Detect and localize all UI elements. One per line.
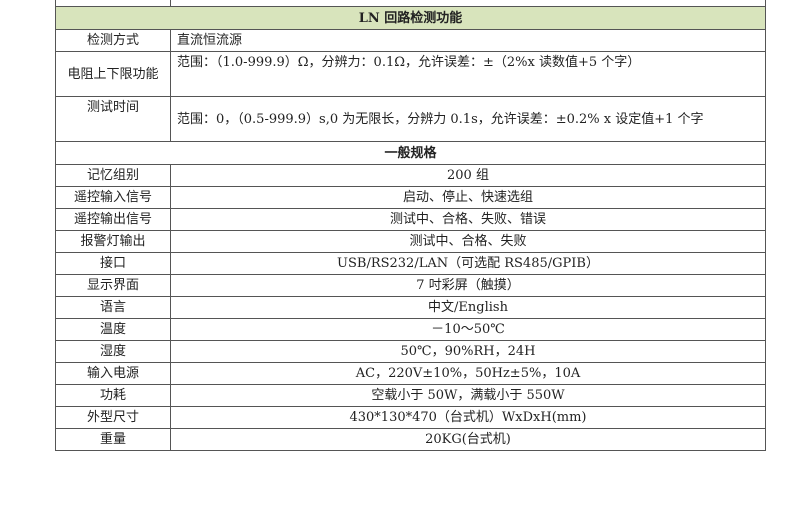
row-value: 测试中、合格、失败 (170, 230, 766, 253)
row-label: 温度 (55, 318, 171, 341)
row-label: 显示界面 (55, 274, 171, 297)
table-row: 电阻上下限功能 范围：（1.0-999.9）Ω，分辨力：0.1Ω，允许误差：±（2… (55, 51, 766, 97)
ln-section-title: LN 回路检测功能 (55, 6, 766, 30)
table-row: 重量 20KG(台式机) (55, 428, 766, 451)
table-row: 记忆组别 200 组 (55, 164, 766, 187)
table-row: 功耗 空载小于 50W，满载小于 550W (55, 384, 766, 407)
row-value: AC，220V±10%，50Hz±5%，10A (170, 362, 766, 385)
row-label: 重量 (55, 428, 171, 451)
row-value: 中文/English (170, 296, 766, 319)
row-label: 外型尺寸 (55, 406, 171, 429)
row-value: 范围：0，（0.5-999.9）s,0 为无限长，分辨力 0.1s，允许误差：±… (170, 96, 766, 142)
section-header-row: LN 回路检测功能 (55, 6, 766, 30)
row-label: 遥控输入信号 (55, 186, 171, 209)
row-value: 启动、停止、快速选组 (170, 186, 766, 209)
table-row: 遥控输出信号 测试中、合格、失败、错误 (55, 208, 766, 231)
row-label: 语言 (55, 296, 171, 319)
row-value: 430*130*470（台式机）WxDxH(mm) (170, 406, 766, 429)
section-header-row: 一般规格 (55, 141, 766, 165)
row-label: 记忆组别 (55, 164, 171, 187)
row-label: 输入电源 (55, 362, 171, 385)
table-row: 输入电源 AC，220V±10%，50Hz±5%，10A (55, 362, 766, 385)
row-value: 200 组 (170, 164, 766, 187)
row-value: 测试中、合格、失败、错误 (170, 208, 766, 231)
row-label: 检测方式 (55, 29, 171, 52)
table-row: 语言 中文/English (55, 296, 766, 319)
table-row: 外型尺寸 430*130*470（台式机）WxDxH(mm) (55, 406, 766, 429)
spec-table: LN 回路检测功能 检测方式 直流恒流源 电阻上下限功能 范围：（1.0-999.9… (55, 0, 766, 451)
row-label: 功耗 (55, 384, 171, 407)
row-label: 电阻上下限功能 (55, 51, 171, 97)
row-value: 范围：（1.0-999.9）Ω，分辨力：0.1Ω，允许误差：±（2%x 读数值+… (170, 51, 766, 97)
table-row: 温度 －10～50℃ (55, 318, 766, 341)
row-value: 直流恒流源 (170, 29, 766, 52)
row-label: 测试时间 (55, 96, 171, 142)
row-label: 遥控输出信号 (55, 208, 171, 231)
table-row: 报警灯输出 测试中、合格、失败 (55, 230, 766, 253)
table-row: 接口 USB/RS232/LAN（可选配 RS485/GPIB） (55, 252, 766, 275)
row-value: 20KG(台式机) (170, 428, 766, 451)
table-row: 湿度 50℃，90%RH，24H (55, 340, 766, 363)
row-value: －10～50℃ (170, 318, 766, 341)
row-value: USB/RS232/LAN（可选配 RS485/GPIB） (170, 252, 766, 275)
row-value: 7 吋彩屏（触摸） (170, 274, 766, 297)
table-row: 检测方式 直流恒流源 (55, 29, 766, 52)
row-label: 湿度 (55, 340, 171, 363)
table-row: 测试时间 范围：0，（0.5-999.9）s,0 为无限长，分辨力 0.1s，允许… (55, 96, 766, 142)
table-row: 遥控输入信号 启动、停止、快速选组 (55, 186, 766, 209)
row-value: 50℃，90%RH，24H (170, 340, 766, 363)
row-label: 报警灯输出 (55, 230, 171, 253)
row-label: 接口 (55, 252, 171, 275)
row-value: 空载小于 50W，满载小于 550W (170, 384, 766, 407)
general-section-title: 一般规格 (55, 141, 766, 165)
table-row: 显示界面 7 吋彩屏（触摸） (55, 274, 766, 297)
